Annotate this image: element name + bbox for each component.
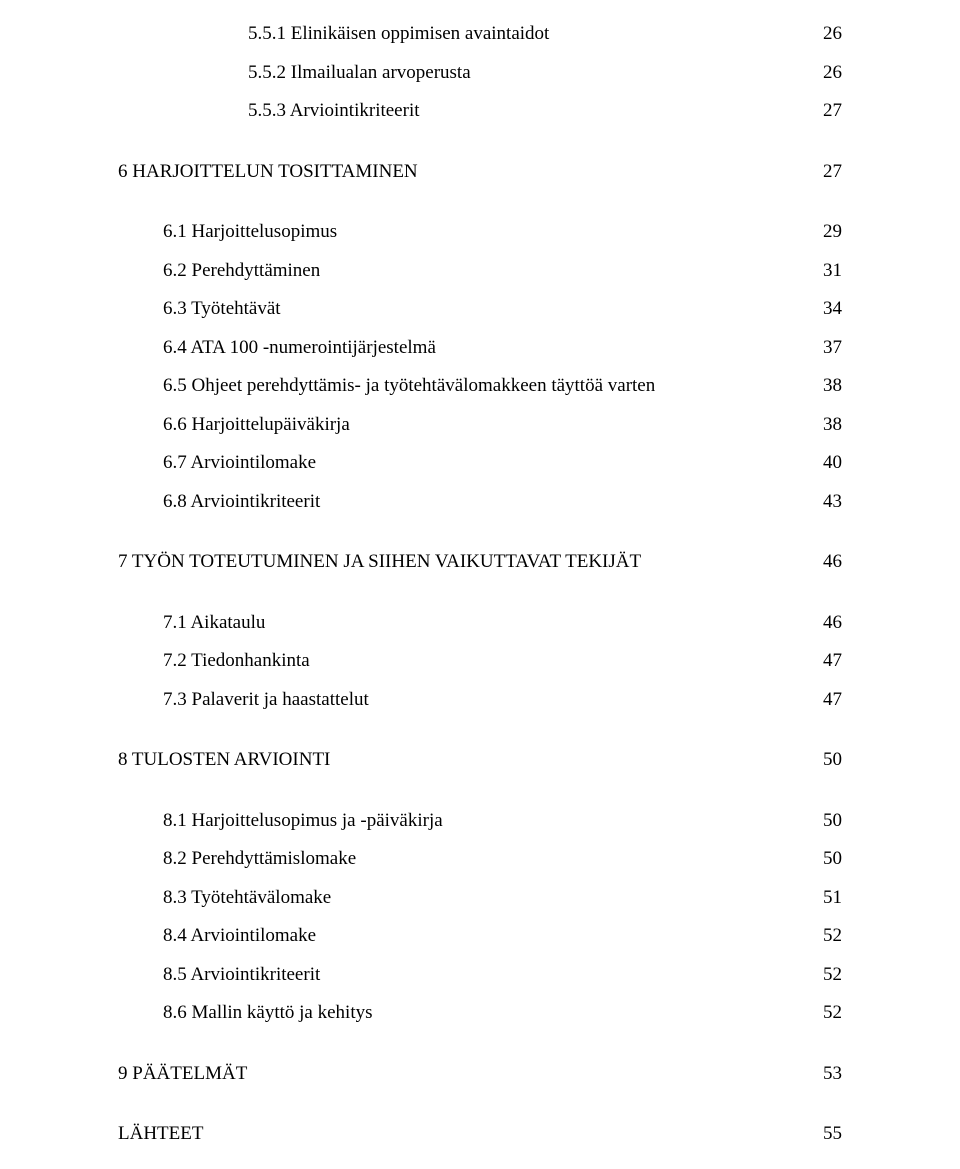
toc-label: 7.1 Aikataulu: [163, 609, 802, 638]
toc-label: 8.1 Harjoittelusopimus ja -päiväkirja: [163, 807, 802, 836]
toc-page-number: 26: [802, 20, 842, 49]
toc-label: 8.6 Mallin käyttö ja kehitys: [163, 999, 802, 1028]
toc-label: 6.5 Ohjeet perehdyttämis- ja työtehtäväl…: [163, 372, 802, 401]
toc-label: 8.2 Perehdyttämislomake: [163, 845, 802, 874]
section-gap: [118, 526, 842, 548]
toc-page-number: 50: [802, 807, 842, 836]
toc-page-number: 43: [802, 488, 842, 517]
toc-label: 6 HARJOITTELUN TOSITTAMINEN: [118, 158, 802, 187]
toc-label: 9 PÄÄTELMÄT: [118, 1060, 802, 1089]
toc-label: 6.2 Perehdyttäminen: [163, 257, 802, 286]
toc-page-number: 38: [802, 372, 842, 401]
toc-line: 8.2 Perehdyttämislomake50: [118, 845, 842, 874]
toc-line: 8.4 Arviointilomake52: [118, 922, 842, 951]
toc-label: 6.3 Työtehtävät: [163, 295, 802, 324]
toc-label: 8 TULOSTEN ARVIOINTI: [118, 746, 802, 775]
toc-line: 7.2 Tiedonhankinta47: [118, 647, 842, 676]
toc-line: 6.2 Perehdyttäminen31: [118, 257, 842, 286]
toc-line: 9 PÄÄTELMÄT53: [118, 1060, 842, 1089]
toc-label: LÄHTEET: [118, 1120, 802, 1149]
toc-line: 6.8 Arviointikriteerit43: [118, 488, 842, 517]
toc-label: 6.8 Arviointikriteerit: [163, 488, 802, 517]
toc-label: 8.4 Arviointilomake: [163, 922, 802, 951]
toc-page-number: 46: [802, 609, 842, 638]
toc-line: 7 TYÖN TOTEUTUMINEN JA SIIHEN VAIKUTTAVA…: [118, 548, 842, 577]
toc-page-number: 50: [802, 845, 842, 874]
toc-line: 8.1 Harjoittelusopimus ja -päiväkirja50: [118, 807, 842, 836]
section-gap: [118, 587, 842, 609]
toc-line: 5.5.1 Elinikäisen oppimisen avaintaidot2…: [118, 20, 842, 49]
section-gap: [118, 1038, 842, 1060]
toc-label: 5.5.2 Ilmailualan arvoperusta: [248, 59, 802, 88]
toc-line: 5.5.2 Ilmailualan arvoperusta26: [118, 59, 842, 88]
toc-line: 6.6 Harjoittelupäiväkirja38: [118, 411, 842, 440]
section-gap: [118, 196, 842, 218]
toc-page-number: 52: [802, 999, 842, 1028]
toc-page-number: 47: [802, 686, 842, 715]
toc-page-number: 50: [802, 746, 842, 775]
toc-line: 6.7 Arviointilomake40: [118, 449, 842, 478]
toc-label: 6.1 Harjoittelusopimus: [163, 218, 802, 247]
toc-page-number: 27: [802, 158, 842, 187]
toc-label: 7.3 Palaverit ja haastattelut: [163, 686, 802, 715]
toc-page-number: 46: [802, 548, 842, 577]
toc-line: 6.1 Harjoittelusopimus29: [118, 218, 842, 247]
toc-label: 6.4 ATA 100 -numerointijärjestelmä: [163, 334, 802, 363]
toc-line: 8.5 Arviointikriteerit52: [118, 961, 842, 990]
toc-page-number: 31: [802, 257, 842, 286]
toc-line: 7.3 Palaverit ja haastattelut47: [118, 686, 842, 715]
toc-page-number: 38: [802, 411, 842, 440]
toc-line: 6 HARJOITTELUN TOSITTAMINEN27: [118, 158, 842, 187]
toc-line: 6.5 Ohjeet perehdyttämis- ja työtehtäväl…: [118, 372, 842, 401]
toc-page-number: 52: [802, 961, 842, 990]
toc-line: 8.6 Mallin käyttö ja kehitys52: [118, 999, 842, 1028]
toc-label: 7.2 Tiedonhankinta: [163, 647, 802, 676]
toc-label: 8.3 Työtehtävälomake: [163, 884, 802, 913]
toc-label: 6.7 Arviointilomake: [163, 449, 802, 478]
toc-page-number: 40: [802, 449, 842, 478]
toc-label: 7 TYÖN TOTEUTUMINEN JA SIIHEN VAIKUTTAVA…: [118, 548, 802, 577]
toc-page-number: 26: [802, 59, 842, 88]
toc-page-number: 55: [802, 1120, 842, 1149]
toc-line: 7.1 Aikataulu46: [118, 609, 842, 638]
toc-page-number: 47: [802, 647, 842, 676]
toc-line: 8 TULOSTEN ARVIOINTI50: [118, 746, 842, 775]
toc-page-number: 51: [802, 884, 842, 913]
section-gap: [118, 1098, 842, 1120]
toc-page-number: 27: [802, 97, 842, 126]
toc-container: 5.5.1 Elinikäisen oppimisen avaintaidot2…: [118, 20, 842, 1149]
toc-page-number: 29: [802, 218, 842, 247]
toc-line: LÄHTEET55: [118, 1120, 842, 1149]
toc-line: 6.4 ATA 100 -numerointijärjestelmä37: [118, 334, 842, 363]
toc-page-number: 53: [802, 1060, 842, 1089]
toc-page-number: 37: [802, 334, 842, 363]
toc-line: 6.3 Työtehtävät34: [118, 295, 842, 324]
toc-label: 5.5.1 Elinikäisen oppimisen avaintaidot: [248, 20, 802, 49]
toc-page-number: 34: [802, 295, 842, 324]
toc-page-number: 52: [802, 922, 842, 951]
toc-label: 8.5 Arviointikriteerit: [163, 961, 802, 990]
toc-label: 6.6 Harjoittelupäiväkirja: [163, 411, 802, 440]
section-gap: [118, 785, 842, 807]
section-gap: [118, 136, 842, 158]
toc-line: 5.5.3 Arviointikriteerit27: [118, 97, 842, 126]
toc-label: 5.5.3 Arviointikriteerit: [248, 97, 802, 126]
toc-line: 8.3 Työtehtävälomake51: [118, 884, 842, 913]
section-gap: [118, 724, 842, 746]
